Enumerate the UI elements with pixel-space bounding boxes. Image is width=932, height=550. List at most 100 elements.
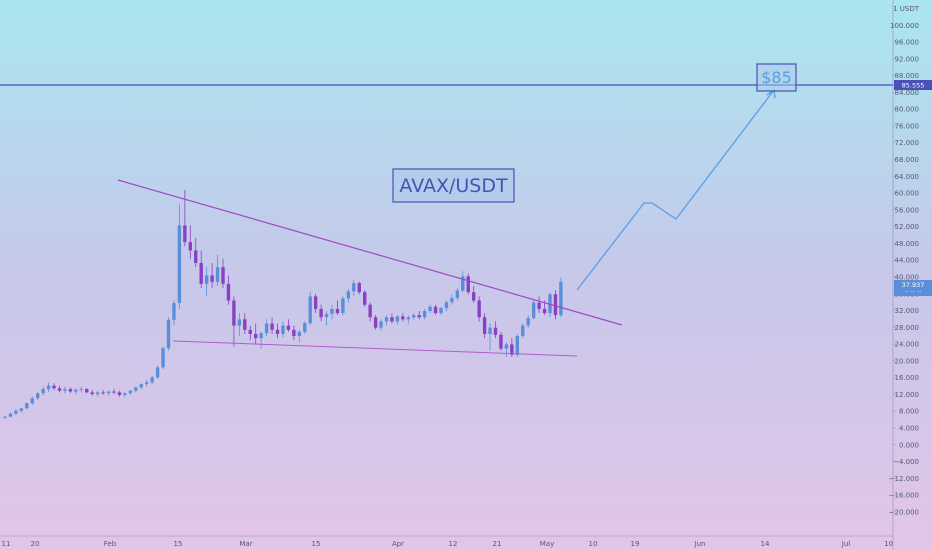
- y-tick-label: 20.000: [895, 357, 920, 365]
- candle-up: [166, 319, 171, 349]
- last-price-countdown: ·· ·· ··: [905, 288, 922, 296]
- candle-down: [243, 319, 247, 330]
- candle-up: [379, 321, 383, 328]
- candle-down: [466, 276, 470, 293]
- candle-down: [319, 308, 323, 318]
- candle-up: [204, 275, 209, 284]
- candle-down: [477, 300, 481, 318]
- candle-up: [281, 325, 285, 334]
- candle-down: [542, 308, 547, 314]
- y-tick-label: −4.000: [893, 458, 919, 466]
- candle-up: [428, 306, 432, 311]
- x-tick-label: Mar: [239, 540, 252, 548]
- candle-up: [384, 317, 389, 322]
- candle-down: [493, 327, 498, 335]
- candle-up: [297, 331, 301, 337]
- candle-down: [390, 317, 394, 322]
- y-tick-label: 0.000: [899, 441, 919, 449]
- x-tick-label: 19: [631, 540, 640, 548]
- time-axis: 11 20 Feb 15 Mar 15 Apr 12 21 May 10 19 Jun 14 Jul 10: [2, 540, 893, 548]
- candle-up: [41, 389, 45, 394]
- candle-down: [248, 329, 252, 334]
- candle-up: [515, 336, 519, 355]
- candle-down: [183, 225, 187, 243]
- y-tick-label: 72.000: [895, 139, 920, 147]
- lower-trendline: [172, 340, 578, 357]
- x-tick-label: May: [540, 540, 554, 548]
- candle-up: [30, 398, 34, 404]
- candle-up: [488, 327, 492, 334]
- x-tick-label: 10: [589, 540, 598, 548]
- candle-down: [553, 294, 558, 316]
- candle-down: [232, 300, 236, 326]
- candle-up: [3, 416, 7, 418]
- y-tick-label: 24.000: [895, 341, 920, 349]
- candle-down: [199, 262, 203, 284]
- candle-up: [25, 403, 29, 409]
- last-price-tag: 37.937: [902, 281, 925, 289]
- y-tick-label: 48.000: [895, 240, 920, 248]
- candle-down: [270, 323, 274, 330]
- candle-up: [461, 276, 465, 291]
- candle-up: [324, 313, 329, 318]
- x-tick-label: 15: [174, 540, 183, 548]
- candle-up: [395, 316, 400, 322]
- candle-down: [482, 317, 487, 334]
- candle-up: [444, 302, 449, 309]
- y-tick-label: 32.000: [895, 307, 920, 315]
- y-tick-label: 52.000: [895, 223, 920, 231]
- candle-down: [433, 306, 438, 314]
- y-tick-label: 100.000: [890, 22, 919, 30]
- candle-up: [531, 302, 536, 319]
- candle-up: [412, 315, 416, 318]
- candle-up: [303, 323, 307, 332]
- candle-up: [106, 391, 111, 394]
- candle-up: [450, 298, 454, 303]
- candle-up: [455, 290, 460, 299]
- candle-down: [101, 392, 105, 394]
- candle-down: [417, 315, 421, 318]
- y-tick-label: 92.000: [895, 55, 920, 63]
- candle-up: [439, 308, 443, 314]
- candle-up: [264, 323, 269, 334]
- candle-down: [368, 304, 372, 318]
- candle-up: [259, 333, 263, 339]
- candle-up: [36, 393, 40, 399]
- candle-down: [401, 316, 405, 320]
- candle-up: [177, 225, 182, 304]
- symbol-label-box: [392, 168, 515, 203]
- y-tick-label: −20.000: [889, 508, 919, 516]
- candle-down: [57, 388, 62, 391]
- y-tick-label: 84.000: [895, 89, 920, 97]
- candle-down: [90, 392, 94, 395]
- x-tick-label: 14: [761, 540, 770, 548]
- candle-down: [254, 333, 258, 339]
- x-tick-label: Jun: [694, 540, 706, 548]
- x-tick-label: 20: [31, 540, 40, 548]
- candle-down: [221, 267, 225, 284]
- candle-up: [330, 308, 334, 314]
- level-price-tag: 85.555: [902, 82, 925, 90]
- projection-path: [576, 89, 775, 291]
- y-tick-label: 16.000: [895, 374, 920, 382]
- candle-down: [363, 292, 367, 305]
- candle-up: [8, 413, 13, 417]
- target-label-box: [756, 63, 797, 92]
- candle-up: [215, 267, 220, 282]
- candle-up: [79, 389, 83, 391]
- candle-down: [286, 325, 291, 330]
- candle-up: [134, 387, 138, 391]
- y-tick-label: 40.000: [895, 273, 920, 281]
- x-tick-label: Apr: [392, 540, 404, 548]
- candles: [3, 189, 563, 420]
- candle-down: [313, 296, 318, 309]
- candle-down: [188, 242, 192, 251]
- candle-up: [308, 296, 312, 324]
- candle-up: [139, 384, 143, 388]
- y-tick-label: 68.000: [895, 156, 920, 164]
- candle-down: [226, 283, 231, 301]
- symbol-label: AVAX/USDT: [399, 175, 508, 197]
- candle-up: [63, 389, 67, 391]
